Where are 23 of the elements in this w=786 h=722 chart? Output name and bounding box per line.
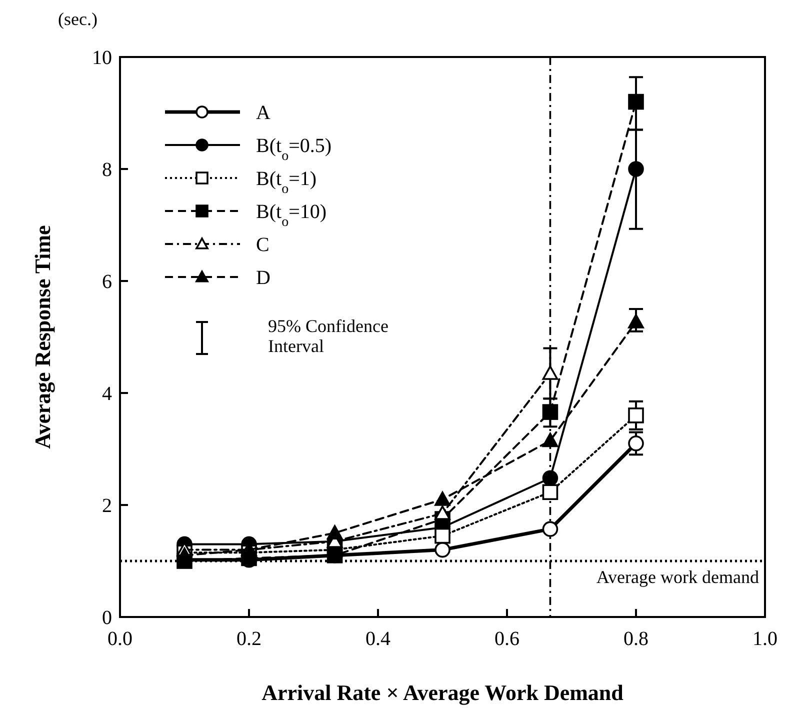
y-axis-title: Average Response Time bbox=[30, 224, 55, 449]
legend-label: C bbox=[256, 234, 270, 256]
y-tick-label: 6 bbox=[102, 271, 112, 293]
x-tick-label: 0.2 bbox=[236, 628, 262, 650]
x-axis-title: Arrival Rate × Average Work Demand bbox=[262, 680, 624, 705]
text: (sec.) bbox=[58, 9, 98, 29]
x-tick-label: 0.6 bbox=[494, 628, 520, 650]
legend-label: B(t$_{o}$=0.5) bbox=[256, 135, 332, 164]
y-tick-label: 8 bbox=[102, 159, 112, 181]
ref-line-label: Average work demand bbox=[596, 567, 759, 587]
x-tick-label: 0.8 bbox=[624, 628, 648, 650]
legend-label: D bbox=[256, 267, 270, 289]
y-tick-label: 2 bbox=[102, 495, 112, 517]
x-tick-label: 0.4 bbox=[366, 628, 390, 650]
legend-label: B(t$_{o}$=1) bbox=[256, 168, 317, 196]
legend-label: A bbox=[256, 102, 271, 124]
y-tick-label: 0 bbox=[102, 607, 112, 629]
legend-label: B(t$_{o}$=10) bbox=[256, 201, 327, 230]
annotation: 95% Confidence Interval bbox=[268, 316, 388, 356]
y-tick-label: 4 bbox=[102, 383, 112, 405]
x-tick-label: 0.0 bbox=[108, 628, 132, 650]
x-tick-label: 1.0 bbox=[752, 628, 778, 650]
y-tick-label: 10 bbox=[92, 47, 112, 69]
